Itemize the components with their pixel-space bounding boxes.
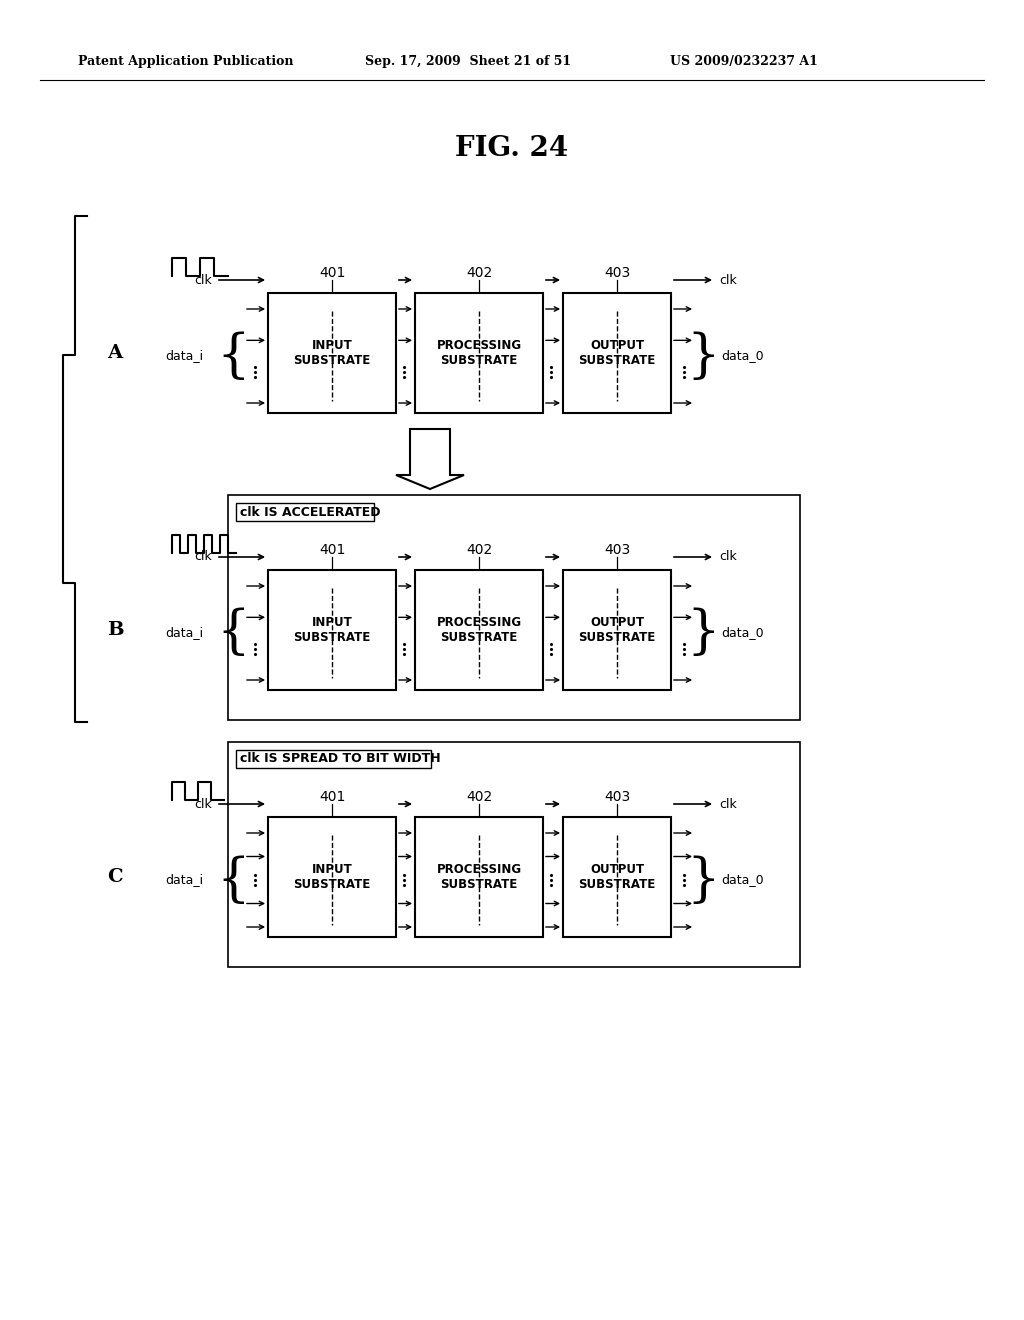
Text: data_0: data_0 — [721, 627, 764, 639]
Text: 403: 403 — [604, 789, 630, 804]
FancyBboxPatch shape — [563, 817, 671, 937]
Text: 401: 401 — [318, 543, 345, 557]
Text: 403: 403 — [604, 267, 630, 280]
Text: clk: clk — [719, 550, 736, 564]
FancyBboxPatch shape — [228, 495, 800, 719]
FancyBboxPatch shape — [268, 817, 396, 937]
Text: 402: 402 — [466, 543, 493, 557]
Text: data_0: data_0 — [721, 350, 764, 363]
FancyBboxPatch shape — [563, 293, 671, 413]
Text: PROCESSING
SUBSTRATE: PROCESSING SUBSTRATE — [436, 339, 521, 367]
Text: {: { — [216, 854, 250, 906]
Text: clk: clk — [195, 797, 212, 810]
Text: 402: 402 — [466, 267, 493, 280]
FancyBboxPatch shape — [415, 570, 543, 690]
Text: Sep. 17, 2009  Sheet 21 of 51: Sep. 17, 2009 Sheet 21 of 51 — [365, 55, 571, 69]
Text: PROCESSING
SUBSTRATE: PROCESSING SUBSTRATE — [436, 616, 521, 644]
FancyBboxPatch shape — [415, 817, 543, 937]
Text: }: } — [686, 854, 720, 906]
Text: 403: 403 — [604, 543, 630, 557]
Text: INPUT
SUBSTRATE: INPUT SUBSTRATE — [293, 863, 371, 891]
Text: OUTPUT
SUBSTRATE: OUTPUT SUBSTRATE — [579, 339, 655, 367]
Text: data_0: data_0 — [721, 874, 764, 887]
Text: PROCESSING
SUBSTRATE: PROCESSING SUBSTRATE — [436, 863, 521, 891]
Text: OUTPUT
SUBSTRATE: OUTPUT SUBSTRATE — [579, 863, 655, 891]
Text: clk: clk — [719, 273, 736, 286]
Text: INPUT
SUBSTRATE: INPUT SUBSTRATE — [293, 339, 371, 367]
FancyBboxPatch shape — [415, 293, 543, 413]
Text: US 2009/0232237 A1: US 2009/0232237 A1 — [670, 55, 818, 69]
Text: }: } — [686, 607, 720, 659]
Text: clk: clk — [195, 550, 212, 564]
Text: INPUT
SUBSTRATE: INPUT SUBSTRATE — [293, 616, 371, 644]
Text: {: { — [216, 607, 250, 659]
Text: A: A — [108, 345, 123, 362]
Text: {: { — [216, 330, 250, 381]
Text: clk IS ACCELERATED: clk IS ACCELERATED — [240, 506, 381, 519]
Text: 401: 401 — [318, 267, 345, 280]
Text: clk IS SPREAD TO BIT WIDTH: clk IS SPREAD TO BIT WIDTH — [240, 752, 440, 766]
Text: clk: clk — [719, 797, 736, 810]
FancyBboxPatch shape — [563, 570, 671, 690]
Text: data_i: data_i — [165, 627, 203, 639]
Text: data_i: data_i — [165, 350, 203, 363]
FancyBboxPatch shape — [236, 503, 374, 521]
Text: OUTPUT
SUBSTRATE: OUTPUT SUBSTRATE — [579, 616, 655, 644]
FancyBboxPatch shape — [228, 742, 800, 968]
Text: 401: 401 — [318, 789, 345, 804]
Polygon shape — [396, 429, 464, 488]
FancyBboxPatch shape — [268, 570, 396, 690]
Text: C: C — [108, 869, 123, 886]
Text: Patent Application Publication: Patent Application Publication — [78, 55, 294, 69]
Text: B: B — [106, 620, 123, 639]
Text: clk: clk — [195, 273, 212, 286]
Text: FIG. 24: FIG. 24 — [456, 135, 568, 161]
Text: }: } — [686, 330, 720, 381]
FancyBboxPatch shape — [236, 750, 431, 768]
FancyBboxPatch shape — [268, 293, 396, 413]
Text: data_i: data_i — [165, 874, 203, 887]
Text: 402: 402 — [466, 789, 493, 804]
